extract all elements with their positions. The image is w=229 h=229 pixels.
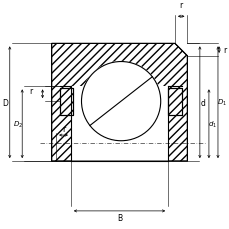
Text: D: D: [2, 98, 8, 107]
Circle shape: [81, 62, 160, 141]
Bar: [167, 88, 181, 115]
Bar: [59, 88, 73, 115]
Bar: [167, 88, 181, 115]
Text: $D_2$: $D_2$: [13, 119, 23, 129]
Text: r: r: [62, 124, 65, 133]
Bar: [71, 87, 167, 161]
Bar: [167, 88, 181, 115]
Text: r: r: [179, 1, 182, 11]
Bar: [59, 88, 73, 115]
Text: d: d: [200, 98, 205, 107]
Text: $d_1$: $d_1$: [207, 119, 216, 129]
Text: B: B: [117, 213, 122, 222]
Text: $D_1$: $D_1$: [217, 98, 226, 108]
Bar: [59, 88, 73, 115]
Text: r: r: [30, 87, 33, 96]
Text: r: r: [223, 46, 226, 55]
Polygon shape: [51, 44, 187, 161]
